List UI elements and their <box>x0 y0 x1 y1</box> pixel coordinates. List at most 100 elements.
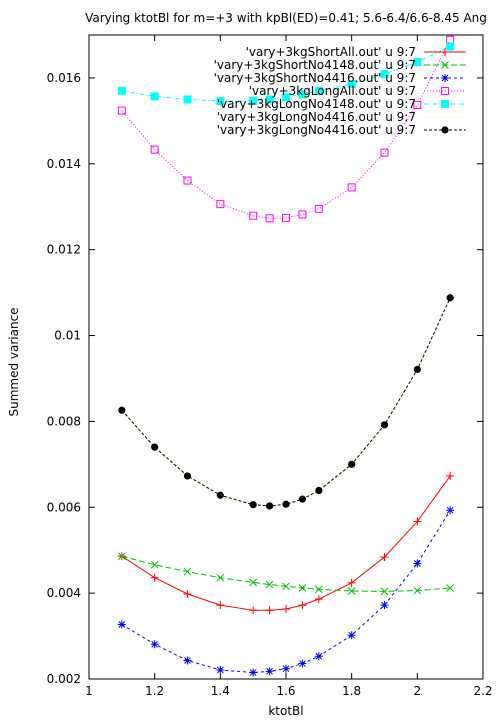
data-point <box>380 70 389 79</box>
legend-label: 'vary+3kgShortNo4416.out' u 9:7 <box>214 71 416 85</box>
data-point <box>413 58 422 67</box>
data-point <box>216 200 225 209</box>
series-3 <box>117 506 455 677</box>
data-point <box>446 584 455 592</box>
y-tick-label: 0.01 <box>54 329 81 343</box>
series-line <box>121 475 451 611</box>
data-point <box>151 443 159 451</box>
x-tick-label: 1.6 <box>276 684 295 698</box>
data-point <box>347 79 356 88</box>
y-tick-label: 0.002 <box>47 672 81 686</box>
data-point <box>446 506 455 515</box>
data-point <box>249 606 258 615</box>
data-point <box>265 580 274 589</box>
data-point <box>117 620 126 629</box>
data-point <box>282 664 290 673</box>
data-point <box>282 93 290 102</box>
y-tick-label: 0.004 <box>47 586 81 600</box>
data-point <box>413 559 422 568</box>
data-point <box>150 145 159 154</box>
legend-label: 'vary+3kgShortNo4148.out' u 9:7 <box>214 58 416 72</box>
data-point <box>380 553 389 562</box>
data-point <box>413 517 422 526</box>
series-line <box>121 297 451 507</box>
legend-label: 'vary+3kgLongNo4416.out' u 9:7 <box>217 123 416 137</box>
data-point <box>314 585 323 594</box>
data-point <box>282 500 290 508</box>
data-point <box>380 601 389 610</box>
y-axis-label: Summed variance <box>7 307 21 416</box>
data-point <box>183 656 192 665</box>
data-point <box>441 126 449 134</box>
legend-label: 'vary+3kgLongNo4148.out' u 9:7 <box>217 97 416 111</box>
data-point <box>347 578 356 587</box>
x-tick-label: 1 <box>85 684 93 698</box>
data-point <box>117 86 126 95</box>
data-point <box>183 589 192 598</box>
data-point <box>216 491 224 499</box>
legend-label: 'vary+3kgLongAll.out' u 9:7 <box>249 84 416 98</box>
y-tick-label: 0.006 <box>47 500 81 514</box>
x-axis-label: ktotBl <box>268 704 303 718</box>
data-point <box>441 61 449 69</box>
data-point <box>347 587 356 595</box>
data-point <box>249 211 258 220</box>
data-point <box>446 42 455 51</box>
data-point <box>441 74 449 82</box>
data-point <box>249 578 258 587</box>
data-point <box>348 460 356 468</box>
data-point <box>347 631 356 640</box>
x-tick-label: 1.4 <box>211 684 230 698</box>
data-point <box>314 652 323 661</box>
data-point <box>282 582 290 591</box>
data-point <box>265 214 274 223</box>
x-tick-label: 2 <box>414 684 422 698</box>
data-point <box>298 659 307 668</box>
data-point <box>446 294 454 302</box>
data-point <box>441 48 449 56</box>
data-point <box>183 176 192 185</box>
data-point <box>183 472 192 480</box>
data-point <box>118 406 126 414</box>
data-point <box>265 95 274 104</box>
axes: 1 1.2 1.4 1.6 1.8 2 2.2 0.002 0.004 0.006 0.008 0.0… <box>47 35 493 698</box>
y-tick-label: 0.016 <box>47 71 81 85</box>
series-5 <box>117 42 455 106</box>
data-point <box>150 640 159 649</box>
data-point <box>413 365 421 374</box>
data-point <box>380 421 389 429</box>
data-point <box>380 587 389 596</box>
data-point <box>413 100 422 109</box>
data-point <box>216 573 225 582</box>
series-7 <box>118 294 454 510</box>
chart-title: Varying ktotBl for m=+3 with kpBl(ED)=0.… <box>85 11 487 25</box>
y-tick-label: 0.014 <box>47 157 81 171</box>
data-point <box>298 584 307 592</box>
y-tick-label: 0.012 <box>47 243 81 257</box>
data-point <box>380 148 389 157</box>
data-point <box>413 586 422 595</box>
data-point <box>249 96 258 105</box>
x-tick-label: 1.2 <box>145 684 164 698</box>
x-tick-label: 1.8 <box>342 684 361 698</box>
data-point <box>216 601 225 610</box>
series-1 <box>117 471 455 615</box>
series-line <box>121 297 451 507</box>
data-point <box>314 595 323 604</box>
data-point <box>314 86 323 95</box>
legend: 'vary+3kgShortAll.out' u 9:7'vary+3kgSho… <box>214 45 466 137</box>
data-point <box>216 665 225 674</box>
series-2 <box>117 552 455 596</box>
data-point <box>282 213 290 222</box>
series-line <box>121 39 451 219</box>
data-point <box>249 668 258 677</box>
data-point <box>282 605 290 614</box>
data-point <box>314 204 323 213</box>
data-point <box>446 471 455 480</box>
y-tick-label: 0.008 <box>47 414 81 428</box>
data-point <box>117 106 126 115</box>
data-point <box>298 495 307 503</box>
data-point <box>216 97 225 106</box>
data-point <box>265 667 274 676</box>
